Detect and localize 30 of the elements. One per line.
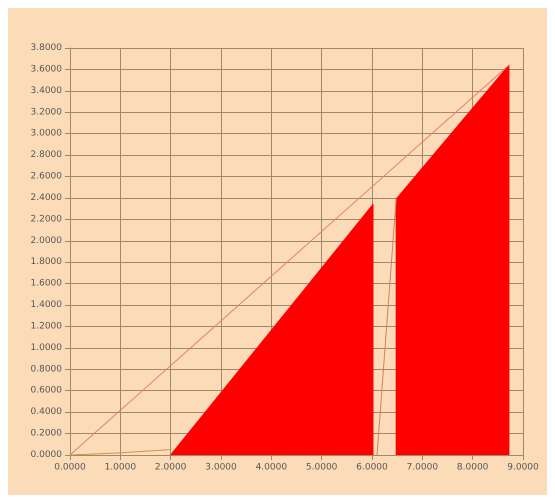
x-tick-label: 1.0000: [104, 462, 136, 472]
y-tick-label: 3.6000: [30, 64, 62, 74]
x-tick-label: 5.0000: [306, 462, 338, 472]
y-tick-label: 2.2000: [30, 214, 62, 224]
x-tick-label: 2.0000: [154, 462, 187, 472]
y-tick-label: 1.2000: [30, 321, 62, 332]
x-tick-label: 6.0000: [356, 462, 388, 472]
y-tick-label: 0.0000: [30, 450, 62, 460]
x-tick-label: 3.0000: [205, 462, 238, 472]
y-tick-label: 2.6000: [30, 172, 62, 182]
x-tick-label: 4.0000: [256, 462, 288, 472]
x-tick-label: 0.0000: [54, 462, 86, 472]
y-tick-label: 3.8000: [30, 43, 62, 53]
y-tick-label: 3.0000: [30, 128, 62, 139]
y-tick-label: 1.6000: [30, 278, 62, 289]
y-tick-label: 0.8000: [30, 364, 62, 374]
y-tick-label: 2.0000: [30, 236, 62, 246]
x-tick-label: 9.0000: [507, 462, 540, 472]
y-tick-label: 1.4000: [30, 300, 62, 310]
y-tick-label: 2.8000: [30, 150, 62, 160]
y-tick-label: 0.4000: [30, 407, 62, 418]
x-tick-label: 7.0000: [406, 462, 438, 472]
x-tick-label: 8.0000: [456, 462, 489, 472]
y-tick-label: 2.4000: [30, 192, 62, 203]
y-tick-label: 3.4000: [30, 86, 62, 96]
y-tick-label: 1.0000: [30, 342, 62, 353]
y-tick-label: 0.6000: [30, 386, 62, 396]
y-tick-label: 0.2000: [30, 428, 62, 439]
y-tick-label: 3.2000: [30, 107, 62, 118]
y-tick-label: 1.8000: [30, 257, 62, 268]
